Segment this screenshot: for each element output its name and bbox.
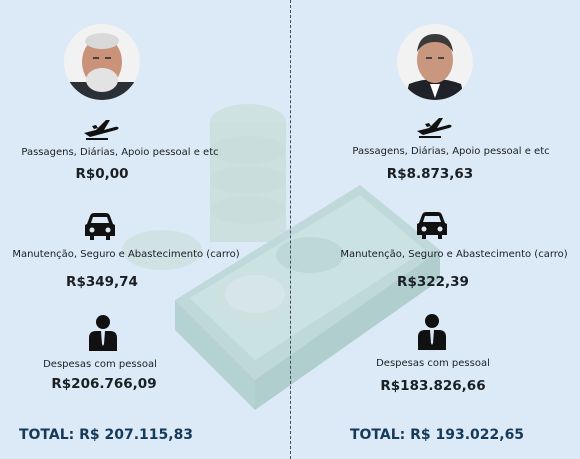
left-column: Passagens, Diárias, Apoio pessoal e etc … [12, 24, 240, 443]
right-column: Passagens, Diárias, Apoio pessoal e etc … [290, 0, 580, 459]
travel-value: R$0,00 [75, 166, 129, 182]
staff-value: R$206.766,09 [51, 376, 157, 392]
left-person-photo [64, 24, 140, 100]
person-icon [418, 314, 446, 350]
car-icon [417, 212, 447, 239]
airplane-icon [84, 120, 119, 140]
staff-label: Despesas com pessoal [43, 359, 157, 370]
staff-value: R$183.826,66 [380, 378, 486, 394]
right-total: TOTAL: R$ 193.022,65 [349, 427, 525, 443]
car-label: Manutenção, Seguro e Abastecimento (carr… [12, 249, 240, 260]
travel-value: R$8.873,63 [386, 166, 474, 182]
column-divider [290, 0, 291, 459]
right-person-photo [397, 24, 473, 100]
car-icon [85, 213, 115, 240]
car-label: Manutenção, Seguro e Abastecimento (carr… [340, 249, 568, 260]
car-value: R$322,39 [397, 274, 469, 290]
person-icon [89, 315, 117, 351]
car-value: R$349,74 [66, 274, 138, 290]
airplane-icon [417, 118, 452, 138]
travel-label: Passagens, Diárias, Apoio pessoal e etc [21, 147, 219, 158]
staff-label: Despesas com pessoal [376, 358, 490, 369]
travel-label: Passagens, Diárias, Apoio pessoal e etc [352, 146, 550, 157]
left-total: TOTAL: R$ 207.115,83 [18, 427, 194, 443]
